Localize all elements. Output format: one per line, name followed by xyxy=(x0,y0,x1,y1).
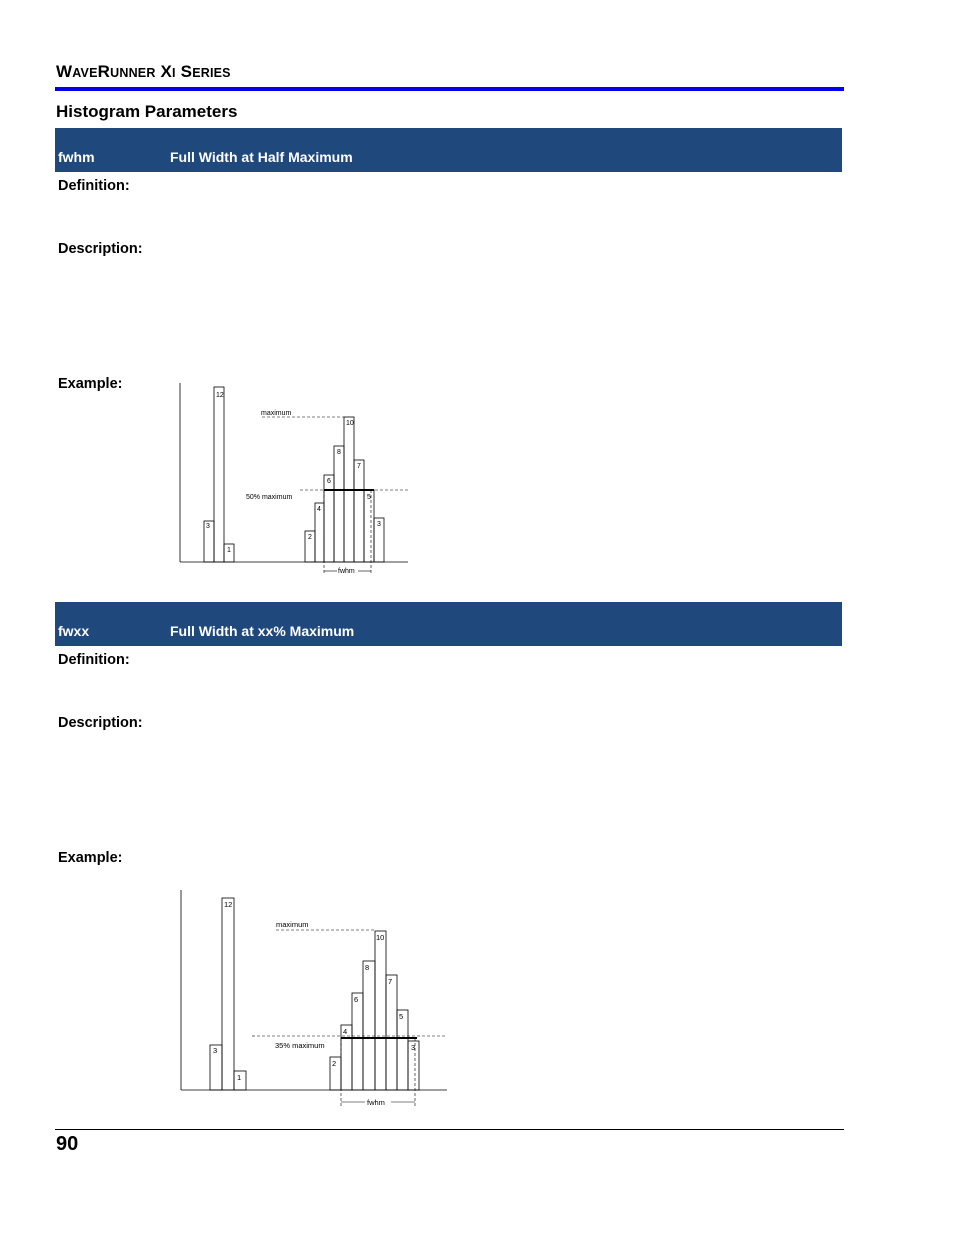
histogram-bar xyxy=(323,474,335,563)
bin-count-label: 4 xyxy=(343,1027,347,1036)
histogram-bar xyxy=(374,930,387,1091)
parameter-code: fwhm xyxy=(58,149,95,165)
title-part: AVE xyxy=(72,66,98,80)
bin-count-label: 5 xyxy=(399,1012,403,1021)
bin-count-label: 7 xyxy=(357,463,361,470)
bin-count-label: 3 xyxy=(411,1043,415,1052)
title-part: W xyxy=(56,62,73,81)
fwhm-label: fwhm xyxy=(338,568,355,575)
title-part: ERIES xyxy=(192,66,231,80)
threshold-label: 35% maximum xyxy=(275,1041,325,1050)
bin-count-label: 12 xyxy=(224,900,232,909)
histogram-bar xyxy=(221,897,235,1091)
histogram-bar xyxy=(396,1009,409,1091)
maximum-label: maximum xyxy=(261,410,292,417)
bin-count-label: 10 xyxy=(346,420,354,427)
description-label: Description: xyxy=(58,241,143,257)
title-part: S xyxy=(175,62,193,81)
bin-count-label: 5 xyxy=(367,494,371,501)
bin-count-label: 12 xyxy=(216,392,224,399)
fwxx-histogram-figure: maximum 35% maximum fwhm 3 12 1 2 4 6 8 … xyxy=(180,890,447,1107)
bin-count-label: 1 xyxy=(237,1073,241,1082)
definition-label: Definition: xyxy=(58,178,130,194)
bin-count-label: 6 xyxy=(327,478,331,485)
parameter-name: Full Width at xx% Maximum xyxy=(170,623,355,639)
bin-count-label: 3 xyxy=(206,523,210,530)
parameter-header-fwhm: fwhm Full Width at Half Maximum xyxy=(55,128,842,172)
bin-count-label: 3 xyxy=(213,1046,217,1055)
bin-count-label: 7 xyxy=(388,977,392,986)
threshold-label: 50% maximum xyxy=(246,494,292,501)
fwxx-label: fwhm xyxy=(367,1098,385,1107)
parameter-header-fwxx: fwxx Full Width at xx% Maximum xyxy=(55,602,842,646)
histogram-bar xyxy=(333,445,345,563)
definition-label: Definition: xyxy=(58,652,130,668)
example-label: Example: xyxy=(58,850,123,866)
page-number: 90 xyxy=(56,1133,79,1155)
bin-count-label: 3 xyxy=(377,521,381,528)
maximum-label: maximum xyxy=(276,920,309,929)
bin-count-label: 8 xyxy=(365,963,369,972)
bin-count-label: 6 xyxy=(354,995,358,1004)
bin-count-label: 10 xyxy=(376,933,384,942)
histogram-bar xyxy=(385,974,398,1091)
title-part: X xyxy=(155,62,173,81)
histogram-bar xyxy=(213,386,225,563)
parameter-code: fwxx xyxy=(58,623,90,639)
histogram-bar xyxy=(351,992,364,1091)
title-part: I xyxy=(172,66,176,80)
histogram-bar xyxy=(407,1040,420,1091)
bin-count-label: 8 xyxy=(337,449,341,456)
footer-rule xyxy=(55,1129,844,1130)
bin-count-label: 2 xyxy=(308,534,312,541)
example-label: Example: xyxy=(58,376,123,392)
document-series-title: WAVERUNNER XI SERIES xyxy=(56,62,231,82)
fwhm-histogram-figure: maximum 50% maximum fwhm 3 12 1 2 4 6 8 … xyxy=(179,383,408,575)
title-part: UNNER xyxy=(110,66,156,80)
histogram-bar xyxy=(362,960,376,1091)
description-label: Description: xyxy=(58,715,143,731)
parameter-name: Full Width at Half Maximum xyxy=(170,149,353,165)
histogram-bar xyxy=(233,1070,247,1091)
header-rule xyxy=(55,87,844,91)
bin-count-label: 1 xyxy=(227,547,231,554)
bin-count-label: 2 xyxy=(332,1059,336,1068)
section-title: Histogram Parameters xyxy=(56,102,238,121)
histogram-bar xyxy=(223,543,235,563)
title-part: R xyxy=(97,62,111,81)
histogram-bar xyxy=(373,517,385,563)
histogram-bar xyxy=(353,459,365,563)
bin-count-label: 4 xyxy=(317,506,321,513)
